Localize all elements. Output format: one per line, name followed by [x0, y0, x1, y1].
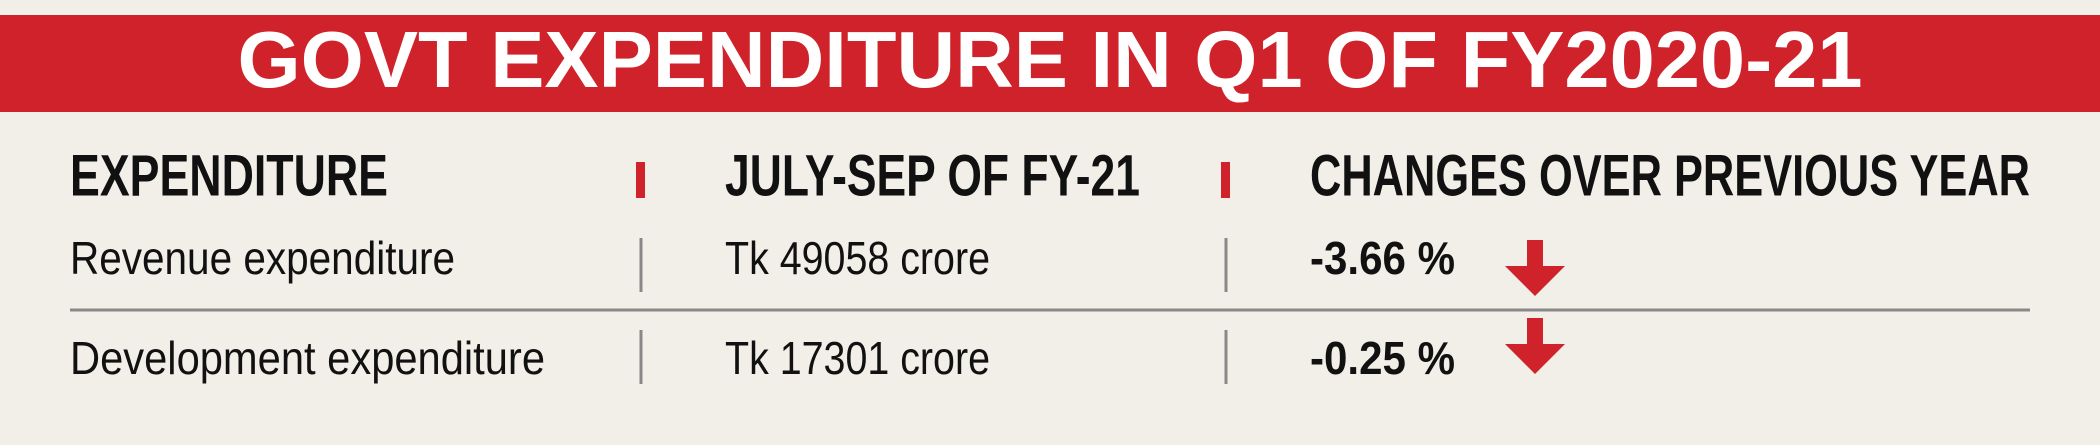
cell: -3.66 %	[1310, 232, 1455, 284]
column-header: EXPENDITURE	[70, 143, 388, 208]
header-divider	[636, 162, 645, 198]
cell: -0.25 %	[1310, 332, 1455, 384]
header-divider	[1221, 162, 1230, 198]
down-arrow	[1505, 318, 1565, 374]
cell: Development expenditure	[70, 332, 545, 384]
cell: Revenue expenditure	[70, 232, 455, 284]
cell: Tk 17301 crore	[725, 332, 990, 384]
title: GOVT EXPENDITURE IN Q1 OF FY2020-21	[238, 15, 1863, 104]
column-header: JULY-SEP OF FY-21	[725, 143, 1140, 208]
title-banner	[0, 15, 2100, 112]
column-header: CHANGES OVER PREVIOUS YEAR	[1310, 143, 2030, 208]
down-arrow	[1505, 240, 1565, 296]
cell: Tk 49058 crore	[725, 232, 990, 284]
